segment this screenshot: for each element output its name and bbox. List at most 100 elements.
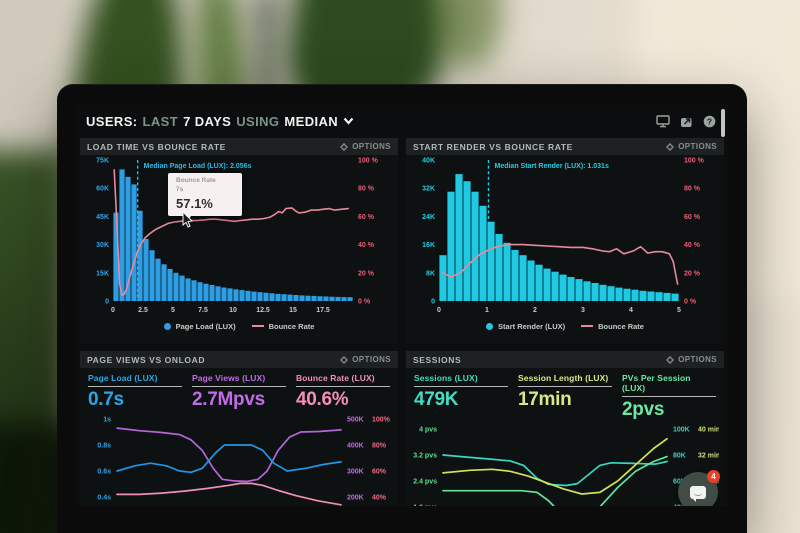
svg-text:5: 5 [677, 307, 681, 314]
svg-text:100 %: 100 % [358, 158, 379, 165]
metric-value: 17min [518, 389, 572, 410]
svg-text:24K: 24K [422, 214, 435, 221]
panel-header: SESSIONS OPTIONS [406, 351, 724, 368]
scrollbar[interactable] [721, 109, 725, 137]
panel-page-views-vs-onload: PAGE VIEWS VS ONLOAD OPTIONS Page Load (… [80, 351, 398, 506]
options-label: OPTIONS [352, 355, 391, 364]
metric-page-load: Page Load (LUX) 0.7s [88, 373, 182, 411]
svg-text:?: ? [706, 116, 711, 126]
svg-text:60%: 60% [372, 469, 387, 476]
metric-value: 40.6% [296, 389, 349, 410]
header-last-label: LAST [142, 113, 179, 129]
metric-label: Page Views (LUX) [192, 373, 266, 383]
mouse-cursor-icon [182, 212, 194, 228]
header-7days-label: 7 DAYS [183, 113, 232, 129]
users-filter-dropdown[interactable]: USERS: LAST 7 DAYS USING MEDIAN [86, 114, 354, 129]
chat-launcher-button[interactable]: 4 [678, 470, 720, 506]
chart-area: 1s 0.8s 0.6s 0.4s 500K 400K 300K 200K 100% 80% 60%… [80, 411, 398, 506]
gear-icon [666, 355, 675, 364]
svg-text:4: 4 [629, 307, 633, 314]
chart-legend: Start Render (LUX) Bounce Rate [406, 317, 724, 335]
share-icon[interactable] [679, 115, 693, 128]
svg-text:0.8s: 0.8s [97, 443, 111, 450]
options-label: OPTIONS [352, 142, 391, 151]
gear-icon [340, 355, 349, 364]
metric-row: Sessions (LUX) 479K Session Length (LUX)… [406, 368, 724, 421]
chevron-down-icon [343, 117, 354, 125]
svg-text:40K: 40K [422, 158, 435, 165]
options-button[interactable]: OPTIONS [666, 142, 717, 151]
gear-icon [666, 142, 675, 151]
legend-item: Bounce Rate [581, 322, 644, 331]
page-views-line-chart[interactable]: 1s 0.8s 0.6s 0.4s 500K 400K 300K 200K 100% 80% 60%… [85, 411, 393, 506]
svg-text:15: 15 [289, 307, 297, 314]
svg-text:0 %: 0 % [684, 299, 697, 306]
svg-text:32 min: 32 min [698, 453, 719, 460]
svg-text:75K: 75K [96, 158, 109, 165]
svg-text:10: 10 [229, 307, 237, 314]
header-users-label: USERS: [86, 113, 138, 129]
chart-area: 75K 60K 45K 30K 15K 0 100 % 80 % 60 % 40 % 20 % 0 %… [80, 155, 398, 335]
header-median-label: MEDIAN [284, 113, 339, 129]
svg-text:12.5: 12.5 [256, 307, 270, 314]
panel-load-time-vs-bounce-rate: LOAD TIME VS BOUNCE RATE OPTIONS 75K 60K 4… [80, 138, 398, 344]
legend-item: Start Render (LUX) [486, 322, 565, 331]
tooltip-value: 57.1% [176, 195, 213, 211]
metric-row: Page Load (LUX) 0.7s Page Views (LUX) 2.… [80, 368, 398, 411]
metric-page-views: Page Views (LUX) 2.7Mpvs [192, 373, 286, 411]
metric-label: Session Length (LUX) [518, 373, 609, 383]
svg-text:0 %: 0 % [358, 299, 371, 306]
svg-text:3.2 pvs: 3.2 pvs [413, 453, 437, 460]
svg-text:0: 0 [105, 299, 109, 306]
svg-text:16K: 16K [422, 242, 435, 249]
legend-item: Bounce Rate [251, 322, 314, 331]
plant-stem [258, 0, 276, 110]
svg-text:40 %: 40 % [684, 242, 701, 249]
svg-text:30K: 30K [96, 242, 109, 249]
panel-header: START RENDER VS BOUNCE RATE OPTIONS [406, 138, 724, 155]
header-using-label: USING [236, 113, 280, 129]
options-button[interactable]: OPTIONS [340, 355, 391, 364]
svg-text:0: 0 [111, 307, 115, 314]
gear-icon [340, 142, 349, 151]
svg-text:45K: 45K [96, 214, 109, 221]
metric-session-length: Session Length (LUX) 17min [518, 373, 612, 421]
svg-text:17.5: 17.5 [316, 307, 330, 314]
help-icon[interactable]: ? [702, 115, 716, 128]
svg-text:Median Page Load (LUX): 2.056s: Median Page Load (LUX): 2.056s [144, 163, 252, 170]
svg-text:40 %: 40 % [358, 242, 375, 249]
svg-text:0.6s: 0.6s [97, 469, 111, 476]
options-button[interactable]: OPTIONS [340, 142, 391, 151]
panel-sessions: SESSIONS OPTIONS Sessions (LUX) 479K Ses… [406, 351, 724, 506]
svg-text:1: 1 [485, 307, 489, 314]
svg-text:20 %: 20 % [684, 270, 701, 277]
svg-text:20 %: 20 % [358, 270, 375, 277]
svg-text:60 %: 60 % [358, 214, 375, 221]
tooltip-x-value: 7s [176, 185, 184, 193]
display-icon[interactable] [656, 114, 670, 128]
svg-text:0: 0 [437, 307, 441, 314]
svg-text:400K: 400K [347, 443, 364, 450]
svg-text:15K: 15K [96, 270, 109, 277]
svg-text:80%: 80% [372, 443, 387, 450]
load-time-histogram-chart[interactable]: 75K 60K 45K 30K 15K 0 100 % 80 % 60 % 40 % 20 % 0 %… [85, 155, 393, 317]
panel-header: LOAD TIME VS BOUNCE RATE OPTIONS [80, 138, 398, 155]
start-render-histogram-chart[interactable]: 40K 32K 24K 16K 8K 0 100 % 80 % 60 % 40 % 20 % 0 % M… [411, 155, 719, 317]
legend-item: Page Load (LUX) [163, 322, 236, 331]
options-label: OPTIONS [678, 355, 717, 364]
svg-text:32K: 32K [422, 186, 435, 193]
metric-value: 479K [414, 389, 459, 410]
svg-text:40K: 40K [673, 505, 686, 507]
svg-text:80 %: 80 % [684, 186, 701, 193]
tooltip-series-label: Bounce Rate [176, 177, 216, 184]
chat-bubble-icon [690, 485, 706, 502]
panel-title: START RENDER VS BOUNCE RATE [413, 141, 573, 152]
svg-text:2.4 pvs: 2.4 pvs [413, 479, 437, 486]
panel-header: PAGE VIEWS VS ONLOAD OPTIONS [80, 351, 398, 368]
svg-text:80 %: 80 % [358, 186, 375, 193]
svg-text:40%: 40% [372, 495, 387, 502]
options-button[interactable]: OPTIONS [666, 355, 717, 364]
chart-legend: Page Load (LUX) Bounce Rate [80, 317, 398, 335]
